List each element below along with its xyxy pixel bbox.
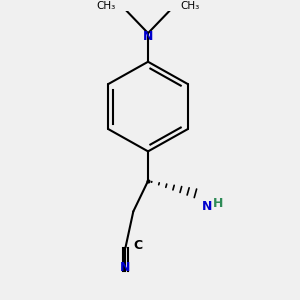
Text: N: N	[202, 200, 212, 213]
Text: N: N	[120, 261, 131, 274]
Text: H: H	[213, 197, 223, 210]
Text: N: N	[143, 30, 153, 43]
Text: CH₃: CH₃	[96, 1, 116, 11]
Text: C: C	[133, 239, 142, 252]
Text: CH₃: CH₃	[180, 1, 200, 11]
